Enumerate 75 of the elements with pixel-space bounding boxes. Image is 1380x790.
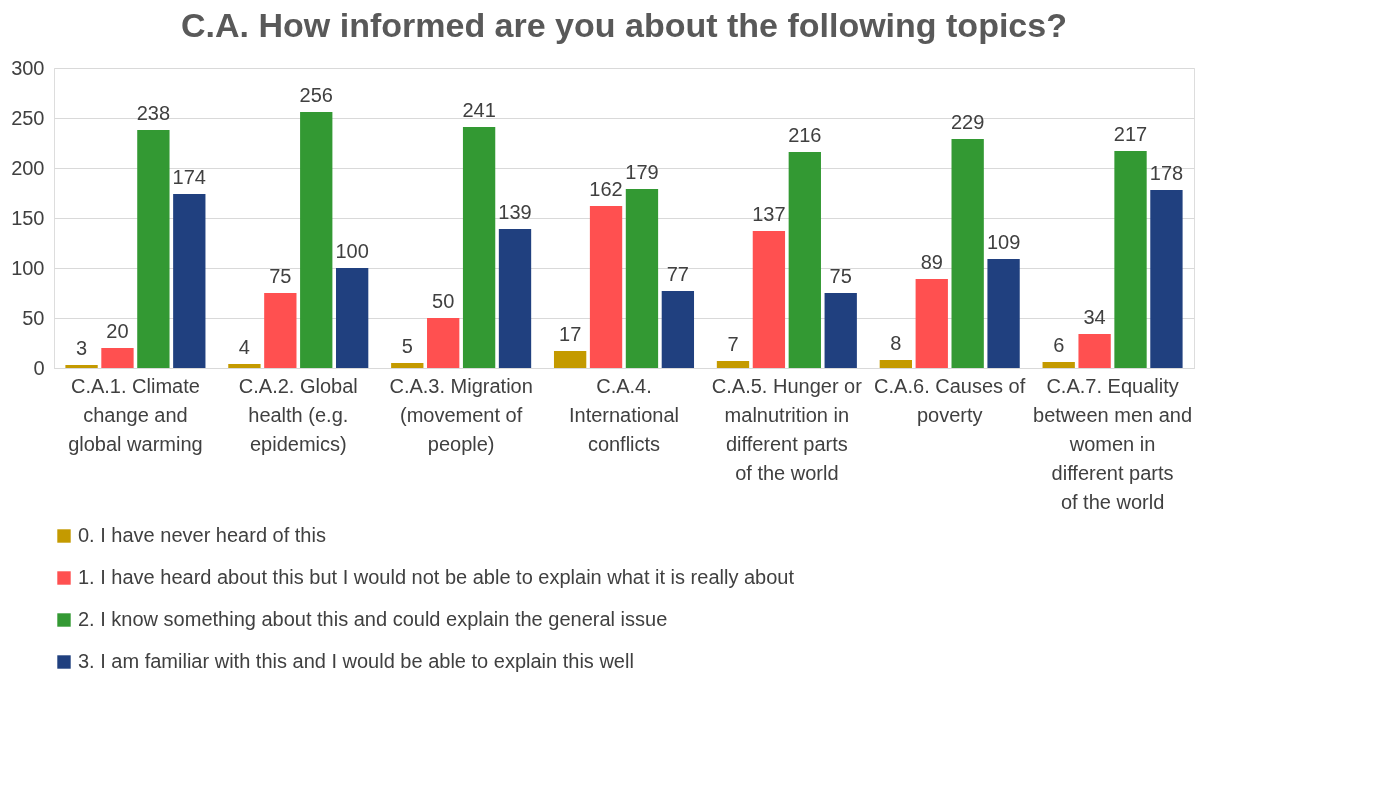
data-label: 6	[1053, 334, 1065, 356]
bar	[824, 293, 857, 368]
x-tick-label: C.A.5. Hunger or malnutrition in different parts of the world	[711, 374, 863, 484]
data-label: 256	[299, 84, 333, 106]
data-label: 34	[1083, 306, 1106, 328]
bar	[498, 229, 532, 368]
chart-title: C.A. How informed are you about the following topics?	[181, 6, 1067, 44]
data-label: 17	[559, 323, 582, 345]
data-label: 20	[106, 320, 129, 342]
data-label: 238	[136, 102, 171, 124]
data-label: 77	[666, 263, 689, 285]
bar	[1042, 362, 1075, 368]
x-tick-label: C.A.1. Climate change and global warming	[68, 374, 203, 455]
bar	[391, 363, 424, 368]
y-tick-label: 150	[11, 206, 45, 229]
y-tick-label: 250	[11, 106, 45, 129]
data-label: 139	[498, 201, 532, 223]
x-tick-label: C.A.6. Causes of poverty	[874, 374, 1026, 426]
data-label: 216	[788, 124, 822, 146]
bar	[915, 279, 948, 368]
bar	[1150, 190, 1183, 368]
data-label: 109	[986, 231, 1021, 253]
data-label: 241	[462, 99, 496, 121]
bar	[137, 130, 170, 368]
data-label: 3	[76, 337, 88, 359]
bar	[625, 189, 659, 368]
bar	[987, 259, 1020, 368]
bar	[788, 152, 821, 368]
y-tick-label: 300	[11, 56, 45, 79]
bar	[101, 348, 134, 368]
data-label: 50	[432, 290, 455, 312]
data-label: 8	[890, 332, 902, 354]
bar	[589, 206, 623, 368]
bar	[427, 318, 460, 368]
data-label: 5	[401, 335, 413, 357]
y-tick-label: 200	[11, 156, 45, 179]
x-tick-label: C.A.3. Migration (movement of people)	[389, 374, 533, 455]
x-tick-label: C.A.2. Global health (e.g. epidemics)	[238, 374, 358, 455]
bar	[1114, 151, 1147, 368]
bar	[300, 112, 333, 368]
bar	[752, 231, 786, 368]
data-label: 4	[238, 336, 250, 358]
data-label: 89	[920, 251, 943, 273]
legend-label: 0. I have never heard of this	[78, 524, 326, 546]
data-label: 179	[625, 161, 659, 183]
data-label: 75	[829, 265, 852, 287]
data-label: 75	[269, 265, 292, 287]
data-label: 7	[727, 333, 739, 355]
bar	[173, 194, 206, 368]
bar	[228, 364, 261, 368]
bar	[553, 351, 587, 368]
bar	[661, 291, 695, 368]
x-tick-label: C.A.7. Equality between men and women in different parts of the world	[1033, 374, 1193, 513]
y-tick-label: 100	[11, 256, 45, 279]
data-label: 162	[589, 178, 623, 200]
bar	[716, 361, 750, 368]
data-label: 229	[950, 111, 985, 133]
data-label: 217	[1113, 123, 1148, 145]
legend-label: 2. I know something about this and could explain the general issue	[78, 608, 668, 630]
legend-label: 3. I am familiar with this and I would be able to explain this well	[78, 650, 634, 672]
bar	[264, 293, 297, 368]
y-tick-label: 50	[22, 306, 45, 329]
bar	[462, 127, 496, 368]
y-tick-label: 0	[33, 356, 45, 379]
data-label: 137	[752, 203, 786, 225]
data-label: 178	[1149, 162, 1184, 184]
legend-label: 1. I have heard about this but I would not be able to explain what it is really about	[78, 566, 795, 588]
bar	[1078, 334, 1111, 368]
bar	[879, 360, 913, 368]
data-label: 174	[172, 166, 206, 188]
bar	[335, 268, 369, 368]
bar	[65, 365, 98, 368]
data-label: 100	[335, 240, 369, 262]
x-tick-label: C.A.4. International conflicts	[568, 374, 680, 455]
bar	[951, 139, 984, 368]
